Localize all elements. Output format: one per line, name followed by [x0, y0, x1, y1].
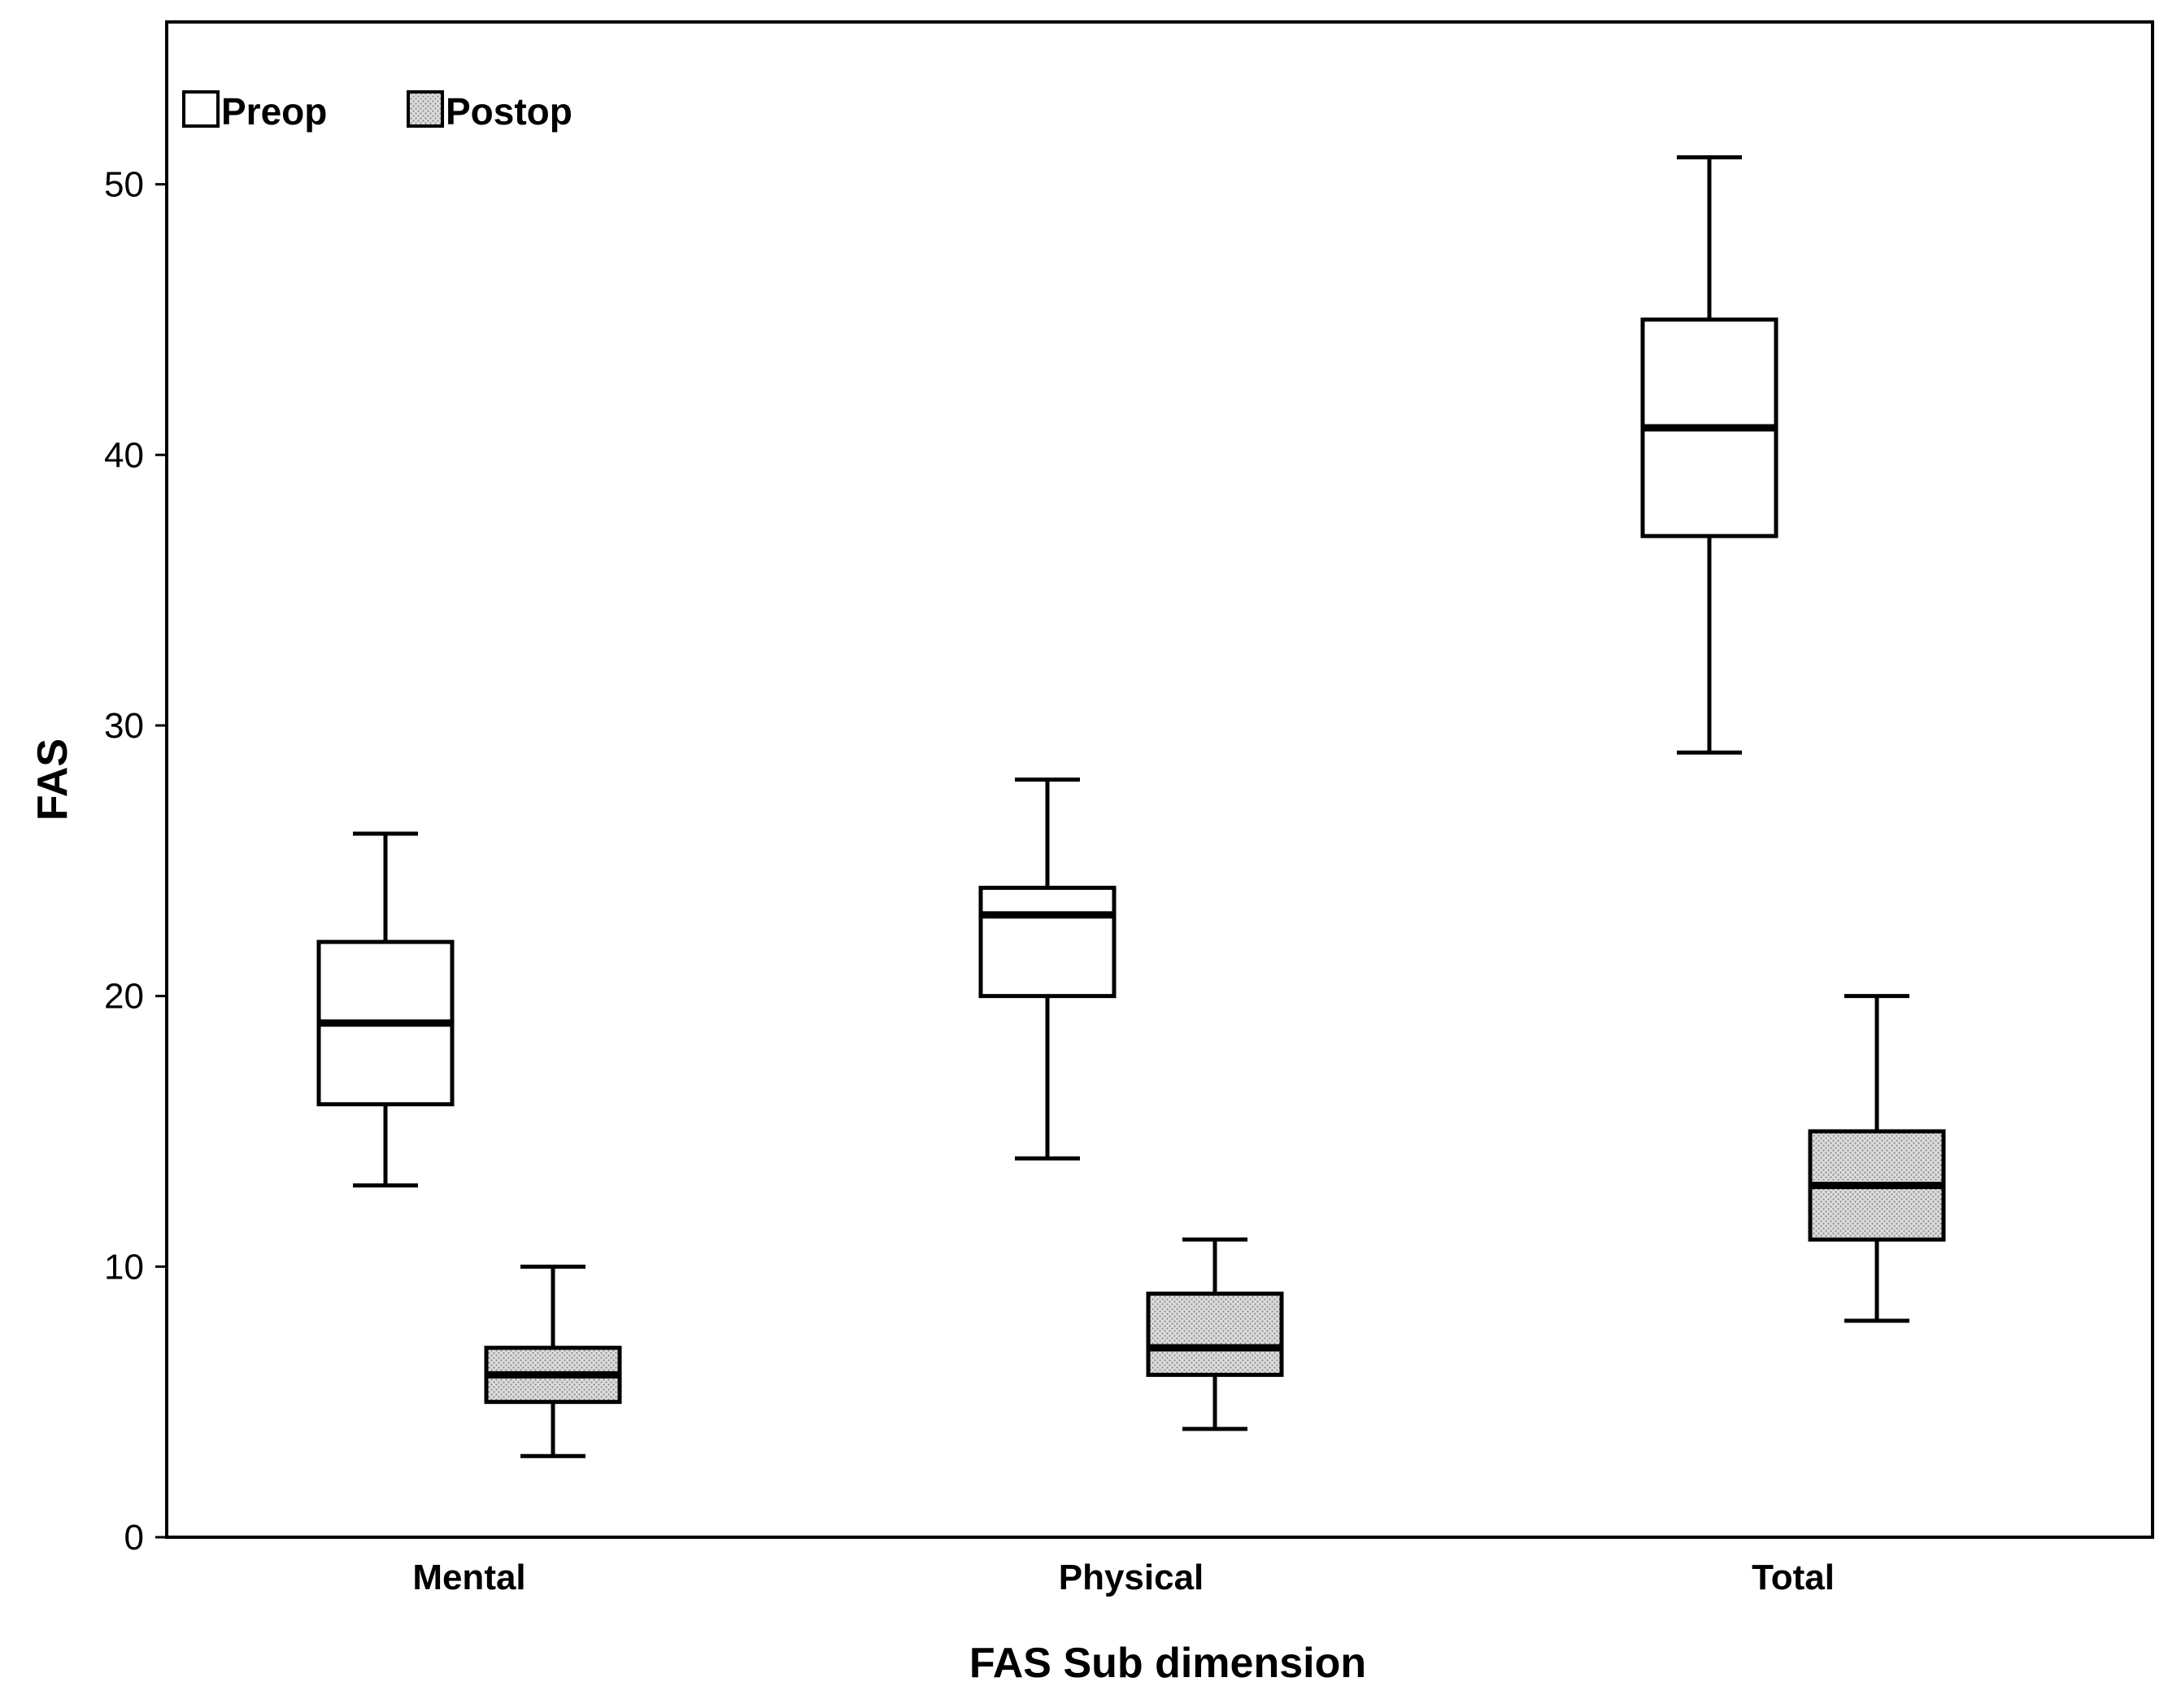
plot-area-frame [165, 20, 2154, 1539]
y-tick-label: 50 [104, 165, 144, 205]
iqr-box [1146, 1292, 1284, 1377]
boxplot-preop-physical [978, 778, 1117, 1161]
x-tick-label: Total [1752, 1558, 1835, 1597]
boxplot-postop-total [1808, 994, 1946, 1323]
legend: Preop Postop [182, 90, 572, 133]
iqr-box [978, 886, 1117, 999]
y-axis-title: FAS [29, 739, 76, 821]
y-tick-label: 20 [104, 977, 144, 1017]
boxplot-postop-physical [1146, 1237, 1284, 1431]
boxplot-preop-total [1640, 155, 1778, 755]
y-tick-label: 40 [104, 435, 144, 475]
y-tick-label: 0 [124, 1518, 144, 1558]
x-tick-label: Physical [1059, 1558, 1204, 1597]
legend-swatch [407, 90, 444, 128]
legend-label: Preop [221, 90, 327, 133]
x-axis: Mental Physical Total [412, 1558, 1835, 1597]
boxplot-postop-mental [484, 1264, 622, 1458]
legend-swatch [182, 90, 220, 128]
y-axis: 0 10 20 30 40 50 [104, 165, 167, 1558]
legend-label: Postop [446, 90, 572, 133]
y-tick-label: 30 [104, 706, 144, 746]
box-series [316, 155, 1946, 1458]
x-tick-label: Mental [412, 1558, 525, 1597]
x-axis-title: FAS Sub dimension [969, 1640, 1366, 1687]
y-tick-label: 10 [104, 1247, 144, 1287]
legend-item-postop: Postop [407, 90, 572, 133]
legend-item-preop: Preop [182, 90, 327, 133]
boxplot-preop-mental [316, 831, 455, 1188]
